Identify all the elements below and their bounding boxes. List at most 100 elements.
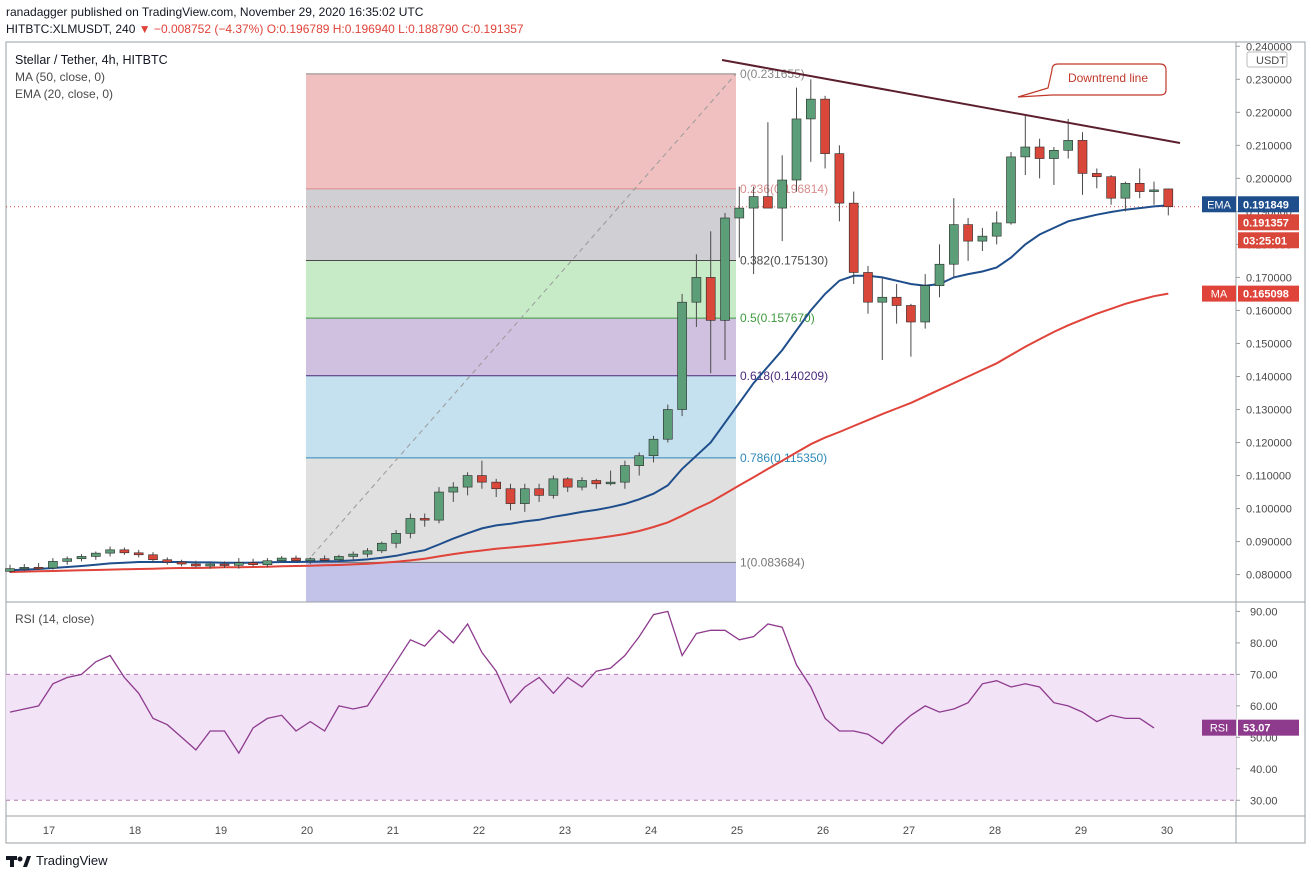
candle — [119, 549, 130, 554]
candle — [305, 558, 316, 562]
candle — [662, 409, 673, 440]
rsi-tick-label: 30.00 — [1250, 795, 1278, 807]
time-tick-label: 27 — [903, 825, 915, 837]
footer: TradingView — [6, 853, 108, 868]
candle — [834, 153, 845, 204]
time-tick-label: 25 — [731, 825, 743, 837]
candle — [891, 296, 902, 306]
candle — [991, 222, 1002, 237]
candle — [219, 563, 230, 566]
time-tick-label: 18 — [129, 825, 141, 837]
rsi-tick-label: 70.00 — [1250, 669, 1278, 681]
candle — [376, 542, 387, 552]
ma-badge-label-bg — [1202, 285, 1236, 302]
price-tick-label: 0.160000 — [1246, 305, 1292, 317]
rsi-line — [9, 610, 1155, 755]
time-tick-label: 28 — [989, 825, 1001, 837]
fib-label: 0.5(0.157670) — [740, 311, 815, 325]
candle — [133, 552, 144, 556]
candle — [920, 285, 931, 323]
fib-zones — [306, 73, 736, 602]
rsi-band — [6, 674, 1236, 801]
candle — [605, 481, 616, 485]
candle — [677, 301, 687, 410]
currency-box — [1246, 51, 1288, 68]
candle — [76, 556, 87, 560]
candle — [205, 563, 215, 567]
ema20-line — [9, 204, 1169, 572]
price-badge-value: 0.191357 — [1243, 217, 1289, 229]
price-tick-label: 0.240000 — [1246, 41, 1292, 53]
time-tick-label: 24 — [645, 825, 657, 837]
candle — [33, 567, 44, 570]
countdown-badge-bg — [1238, 232, 1299, 249]
countdown-badge: 03:25:01 — [1243, 235, 1287, 247]
price-tick-label: 0.200000 — [1246, 173, 1292, 185]
ema-legend: EMA (20, close, 0) — [15, 87, 114, 101]
candle — [863, 272, 873, 303]
time-tick-label: 30 — [1161, 825, 1173, 837]
tradingview-logo-icon — [6, 855, 31, 867]
candle — [248, 562, 258, 565]
rsi-tick-label: 90.00 — [1250, 606, 1278, 618]
candle — [505, 488, 516, 504]
candle — [1163, 188, 1174, 208]
candle — [477, 475, 487, 483]
annotations: Downtrend line — [721, 59, 1181, 144]
candle — [1049, 150, 1059, 159]
rsi-legend: RSI (14, close) — [15, 612, 95, 626]
candle — [234, 562, 244, 566]
callout-box — [1017, 63, 1167, 98]
candle — [1134, 183, 1145, 192]
price-tick-label: 0.110000 — [1246, 471, 1291, 483]
candle — [362, 550, 373, 555]
rsi-tick-label: 40.00 — [1250, 764, 1278, 776]
chart-border — [5, 41, 1306, 844]
price-tick-label: 0.130000 — [1246, 405, 1292, 417]
candle — [805, 98, 816, 120]
candle — [48, 561, 58, 569]
candle — [319, 558, 330, 561]
ohlc-text: O:0.196789 H:0.196940 L:0.188790 C:0.191… — [266, 22, 524, 36]
candle — [162, 559, 173, 563]
currency-label: USDT — [1256, 55, 1286, 67]
fib-zone — [306, 318, 736, 376]
candle — [1063, 140, 1073, 151]
time-tick-label: 21 — [387, 825, 399, 837]
candle — [462, 475, 473, 488]
price-badges: EMA 0.191849 0.191357 03:25:01 MA 0.165098 RSI… — [1202, 196, 1299, 736]
price-tick-label: 0.090000 — [1246, 537, 1292, 549]
rsi-badge-label: RSI — [1210, 723, 1228, 735]
price-tick-label: 0.170000 — [1246, 272, 1292, 284]
candle — [591, 480, 602, 485]
candle — [877, 296, 888, 303]
fib-zone — [306, 188, 736, 261]
ma50-line — [9, 292, 1169, 573]
time-tick-label: 29 — [1075, 825, 1087, 837]
price-tick-label: 0.230000 — [1246, 74, 1292, 86]
candle — [720, 217, 730, 321]
time-tick-label: 17 — [43, 825, 55, 837]
publish-text: ranadagger published on TradingView.com,… — [6, 5, 424, 19]
candle — [276, 557, 287, 562]
symbol-ohlc-line: HITBTC:XLMUSDT, 240 ▼ −0.008752 (−4.37%)… — [6, 22, 524, 36]
candle — [620, 465, 630, 483]
candle — [1120, 183, 1131, 199]
candle — [548, 478, 559, 496]
candle — [448, 486, 459, 493]
candle — [191, 563, 201, 567]
callout-text: Downtrend line — [1068, 71, 1148, 85]
candle — [977, 235, 988, 242]
time-tick-label: 23 — [559, 825, 571, 837]
candle — [634, 455, 645, 466]
candle — [1149, 189, 1159, 192]
candle — [691, 277, 702, 303]
candle — [820, 98, 830, 154]
ema-badge-value-bg — [1238, 196, 1299, 213]
candle — [519, 488, 530, 504]
ma-badge-label: MA — [1211, 289, 1228, 301]
candle — [434, 491, 444, 521]
time-tick-label: 22 — [473, 825, 485, 837]
price-tick-label: 0.080000 — [1246, 570, 1292, 582]
